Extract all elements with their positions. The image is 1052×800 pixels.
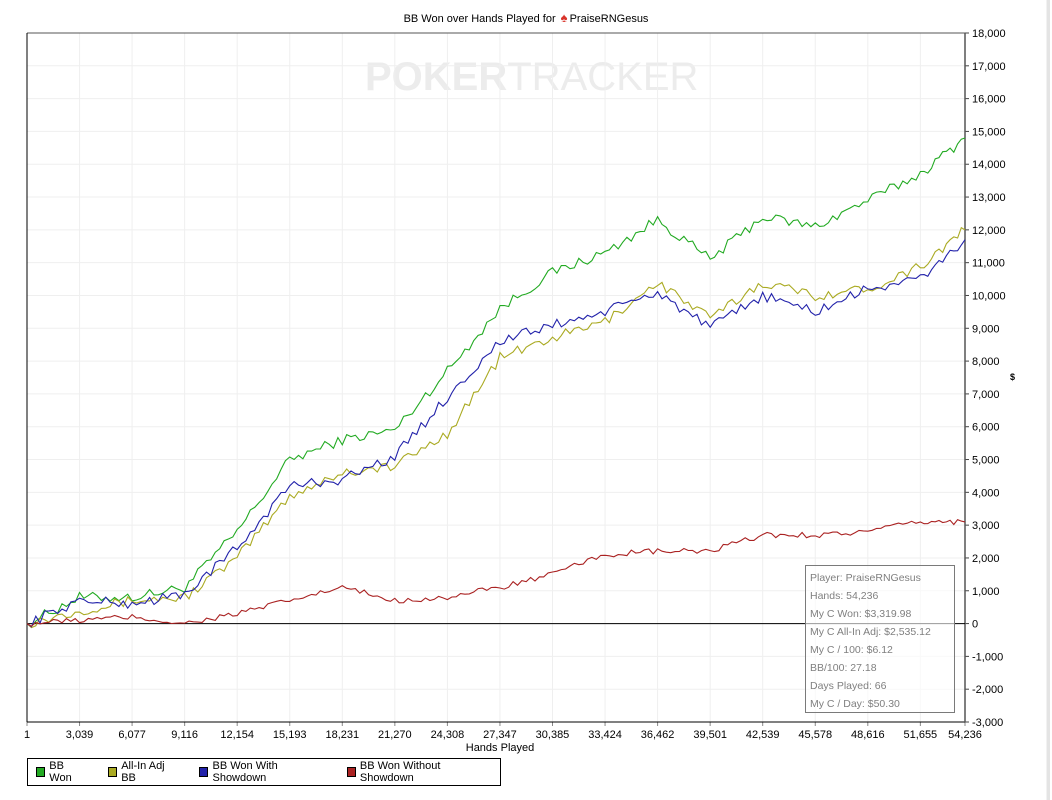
y-tick-label: 9,000 — [972, 323, 1000, 335]
x-tick-label: 36,462 — [641, 729, 675, 741]
stat-all-in-adj: My C All-In Adj: $2,535.12 — [810, 626, 931, 638]
legend-swatch-icon — [107, 767, 118, 777]
legend-label: All-In Adj BB — [121, 760, 165, 784]
watermark-logo: POKERTRACKER — [365, 55, 698, 99]
stat-per-day: My C / Day: $50.30 — [810, 698, 900, 710]
chart-title: BB Won over Hands Played for ♠ PraiseRNGe… — [0, 10, 1052, 25]
x-tick-label: 42,539 — [746, 729, 780, 741]
x-axis-label: Hands Played — [465, 742, 535, 754]
stats-overlay: Player: PraiseRNGesus Hands: 54,236 My C… — [805, 565, 955, 713]
stat-won: My C Won: $3,319.98 — [810, 608, 912, 620]
x-tick-label: 12,154 — [220, 729, 254, 741]
y-tick-label: 7,000 — [972, 389, 1000, 401]
y-tick-label: 10,000 — [972, 290, 1006, 302]
legend-swatch-icon — [36, 767, 46, 777]
series-line — [26, 137, 966, 628]
x-tick-label: 6,077 — [118, 729, 146, 741]
legend-swatch-icon — [346, 767, 356, 777]
x-tick-label: 54,236 — [948, 729, 982, 741]
chart-title-player: PraiseRNGesus — [569, 13, 649, 25]
legend-item-all-in-adj-bb[interactable]: All-In Adj BB — [107, 760, 177, 784]
x-tick-label: 33,424 — [588, 729, 622, 741]
y-tick-label: 12,000 — [972, 225, 1006, 237]
y-tick-label: 8,000 — [972, 356, 1000, 368]
legend-item-bb-won[interactable]: BB Won — [36, 760, 86, 784]
x-tick-label: 1 — [24, 729, 30, 741]
x-tick-label: 30,385 — [536, 729, 570, 741]
x-tick-label: 18,231 — [325, 729, 359, 741]
legend-swatch-icon — [199, 767, 209, 777]
window-border — [1046, 0, 1050, 800]
y-tick-label: -1,000 — [972, 651, 1003, 663]
y-tick-label: 2,000 — [972, 553, 1000, 565]
y-tick-label: 14,000 — [972, 159, 1006, 171]
y-tick-label: 13,000 — [972, 192, 1006, 204]
y-tick-label: 15,000 — [972, 126, 1006, 138]
x-tick-label: 48,616 — [851, 729, 885, 741]
y-tick-label: 1,000 — [972, 586, 1000, 598]
series-line — [26, 519, 966, 627]
chart-legend: BB Won All-In Adj BB BB Won With Showdow… — [27, 758, 501, 786]
y-tick-label: 18,000 — [972, 28, 1006, 40]
y-tick-label: 17,000 — [972, 61, 1006, 73]
y-tick-label: -3,000 — [972, 717, 1003, 729]
legend-label: BB Won — [49, 760, 72, 784]
y-tick-label: 5,000 — [972, 455, 1000, 467]
stat-bb-per-100: BB/100: 27.18 — [810, 662, 877, 674]
x-tick-label: 15,193 — [273, 729, 307, 741]
y-tick-label: 0 — [972, 619, 978, 631]
x-tick-label: 21,270 — [378, 729, 412, 741]
y-tick-label: 11,000 — [972, 258, 1005, 270]
x-tick-label: 45,578 — [798, 729, 832, 741]
x-tick-label: 24,308 — [431, 729, 465, 741]
stat-per-100: My C / 100: $6.12 — [810, 644, 893, 656]
y-tick-label: 16,000 — [972, 94, 1006, 106]
y-tick-label: 3,000 — [972, 520, 1000, 532]
series-line — [26, 239, 966, 628]
x-tick-label: 27,347 — [483, 729, 517, 741]
stat-hands: Hands: 54,236 — [810, 590, 879, 602]
y-tick-label: 4,000 — [972, 487, 1000, 499]
x-tick-label: 39,501 — [693, 729, 727, 741]
series-line — [26, 226, 966, 629]
x-tick-label: 9,116 — [171, 729, 198, 741]
x-tick-label: 3,039 — [66, 729, 94, 741]
x-tick-label: 51,655 — [904, 729, 938, 741]
y-tick-label: 6,000 — [972, 422, 1000, 434]
chart-title-prefix: BB Won over Hands Played for — [403, 13, 556, 25]
legend-label: BB Won Without Showdown — [359, 760, 441, 784]
stat-player: Player: PraiseRNGesus — [810, 572, 921, 584]
y-axis-label: $ — [1010, 372, 1016, 382]
spade-icon: ♠ — [560, 10, 568, 25]
y-tick-label: -2,000 — [972, 684, 1003, 696]
legend-item-bb-won-without-showdown[interactable]: BB Won Without Showdown — [346, 760, 486, 784]
legend-item-bb-won-with-showdown[interactable]: BB Won With Showdown — [199, 760, 324, 784]
legend-label: BB Won With Showdown — [212, 760, 278, 784]
stat-days-played: Days Played: 66 — [810, 680, 887, 692]
